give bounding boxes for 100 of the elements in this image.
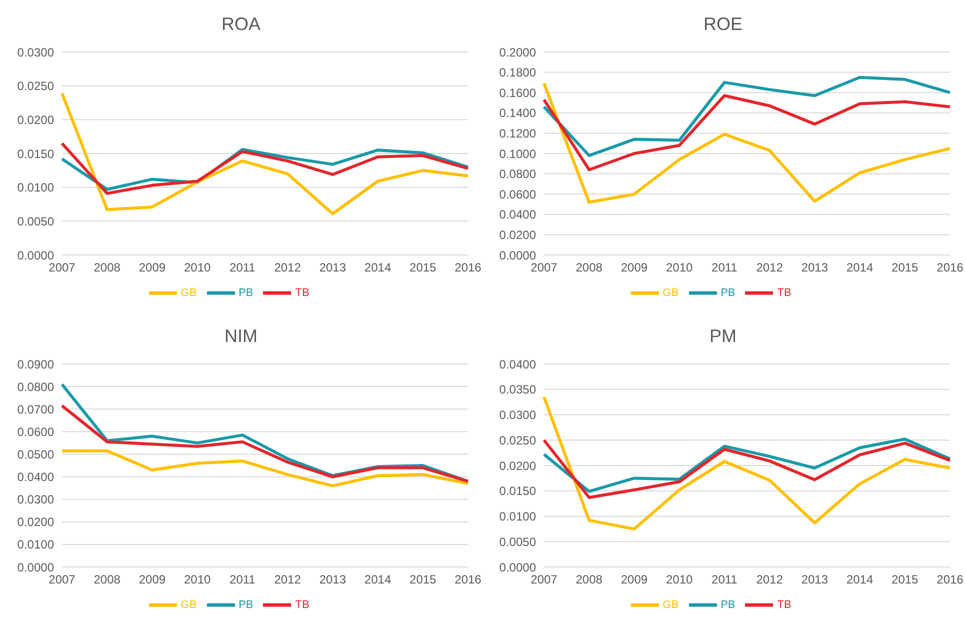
y-tick-label: 0.1400 [499, 106, 536, 120]
line-series [542, 94, 952, 172]
legend-label: TB [777, 286, 792, 299]
x-tick-label: 2008 [576, 572, 603, 586]
y-tick-label: 0.0300 [17, 492, 54, 506]
x-tick-label: 2014 [364, 572, 392, 586]
x-tick-label: 2014 [846, 260, 874, 275]
y-tick-label: 0.0400 [17, 470, 54, 484]
x-tick-label: 2015 [410, 260, 437, 275]
legend-label: PB [238, 286, 254, 299]
legend-label: PB [720, 286, 736, 299]
line-series [60, 404, 470, 482]
x-tick-label: 2015 [892, 572, 919, 586]
x-tick-label: 2012 [274, 572, 302, 586]
y-tick-label: 0.0350 [499, 382, 536, 396]
x-tick-label: 2010 [184, 572, 212, 586]
x-tick-label: 2013 [319, 260, 346, 275]
y-tick-label: 0.0200 [499, 458, 536, 472]
y-tick-label: 0.1800 [499, 66, 536, 80]
x-tick-label: 2011 [712, 572, 738, 586]
legend-label: TB [295, 598, 310, 610]
y-tick-label: 0.0300 [17, 45, 54, 60]
line-series [542, 82, 952, 204]
legend-label: TB [295, 286, 310, 299]
y-tick-label: 0.0100 [17, 537, 54, 552]
x-tick-label: 2014 [364, 260, 392, 275]
x-tick-label: 2012 [274, 260, 302, 275]
x-tick-label: 2008 [94, 260, 121, 275]
x-tick-label: 2011 [230, 260, 256, 275]
y-tick-label: 0.0700 [17, 402, 54, 416]
legend-label: TB [777, 598, 792, 610]
x-tick-label: 2013 [319, 572, 346, 586]
line-series [60, 142, 470, 195]
y-tick-label: 0.0150 [17, 146, 54, 161]
y-tick-label: 0.0000 [499, 248, 536, 262]
y-tick-label: 0.0400 [499, 208, 536, 222]
y-tick-label: 0.0250 [17, 79, 54, 94]
y-tick-label: 0.0000 [17, 560, 54, 574]
x-tick-label: 2013 [801, 260, 828, 275]
x-tick-label: 2015 [892, 260, 919, 275]
y-tick-label: 0.0150 [499, 484, 536, 498]
legend-label: PB [238, 598, 254, 610]
y-tick-label: 0.0050 [499, 534, 536, 548]
line-series [542, 394, 952, 530]
legend-label: PB [720, 598, 736, 610]
x-tick-label: 2007 [48, 572, 76, 586]
x-tick-label: 2016 [454, 572, 482, 586]
y-tick-label: 0.0100 [17, 180, 54, 195]
legend-label: GB [180, 286, 197, 299]
x-tick-label: 2008 [94, 572, 121, 586]
x-tick-label: 2008 [576, 260, 603, 275]
y-tick-label: 0.0400 [499, 356, 536, 371]
x-tick-label: 2015 [410, 572, 437, 586]
x-tick-label: 2010 [666, 572, 694, 586]
x-tick-label: 2012 [756, 260, 784, 275]
y-tick-label: 0.0500 [17, 446, 54, 461]
y-tick-label: 0.0200 [17, 112, 54, 127]
x-tick-label: 2013 [801, 572, 828, 586]
y-tick-label: 0.0100 [499, 509, 536, 524]
x-tick-label: 2009 [138, 572, 166, 586]
legend-label: GB [662, 598, 679, 610]
line-series [60, 92, 470, 216]
y-tick-label: 0.0900 [17, 356, 54, 371]
x-tick-label: 2009 [138, 260, 166, 275]
x-tick-label: 2011 [230, 572, 256, 586]
y-tick-label: 0.0800 [499, 167, 536, 182]
x-tick-label: 2016 [936, 572, 964, 586]
y-tick-label: 0.1000 [499, 146, 536, 161]
x-tick-label: 2011 [712, 260, 738, 275]
x-tick-label: 2012 [756, 572, 784, 586]
x-tick-label: 2007 [530, 572, 558, 586]
y-tick-label: 0.0000 [499, 560, 536, 574]
y-tick-label: 0.2000 [499, 45, 536, 60]
legend-label: GB [180, 598, 197, 610]
x-tick-label: 2010 [666, 260, 694, 275]
x-tick-label: 2009 [620, 260, 648, 275]
y-tick-label: 0.0000 [17, 248, 54, 262]
chart-title: ROE [702, 13, 744, 36]
y-tick-label: 0.0600 [17, 424, 54, 438]
y-tick-label: 0.1200 [499, 126, 536, 140]
x-tick-label: 2010 [184, 260, 212, 275]
x-tick-label: 2016 [936, 260, 964, 275]
x-tick-label: 2014 [846, 572, 874, 586]
x-tick-label: 2007 [48, 260, 76, 275]
line-series [542, 76, 952, 158]
x-tick-label: 2016 [454, 260, 482, 275]
chart-title: PM [708, 324, 738, 348]
x-tick-label: 2009 [620, 572, 648, 586]
y-tick-label: 0.0600 [499, 187, 536, 202]
y-tick-label: 0.0200 [499, 228, 536, 242]
y-tick-label: 0.1600 [499, 86, 536, 100]
line-series [60, 448, 470, 487]
chart-title: ROA [220, 13, 262, 36]
chart-title: NIM [224, 324, 258, 348]
y-tick-label: 0.0300 [499, 408, 536, 422]
y-tick-label: 0.0250 [499, 432, 536, 447]
y-tick-label: 0.0800 [17, 379, 54, 394]
x-tick-label: 2007 [530, 260, 558, 275]
legend-label: GB [662, 286, 679, 299]
y-tick-label: 0.0050 [17, 214, 54, 228]
